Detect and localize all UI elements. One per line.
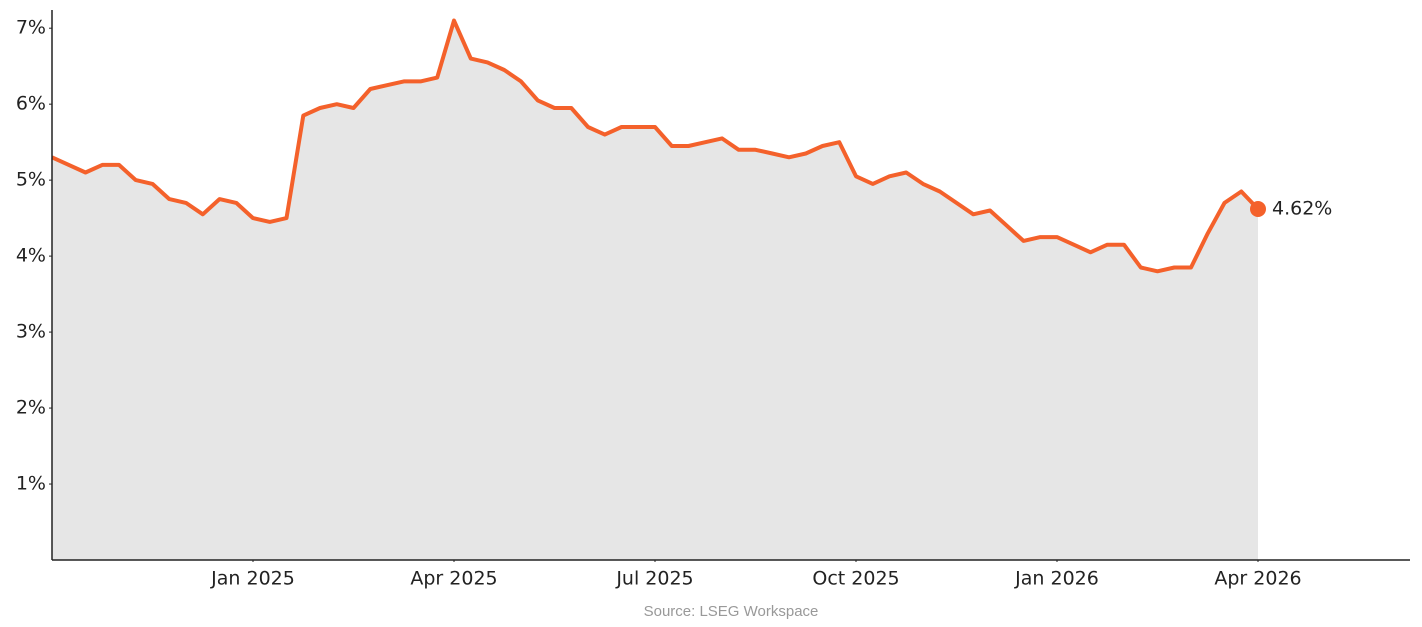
x-tick-label: Oct 2025 — [812, 568, 899, 590]
y-tick-label: 1% — [16, 473, 46, 495]
x-tick-label: Apr 2026 — [1214, 568, 1301, 590]
y-tick-label: 4% — [16, 245, 46, 267]
y-tick-label: 5% — [16, 169, 46, 191]
y-tick-label: 7% — [16, 17, 46, 39]
x-tick-label: Jul 2025 — [615, 568, 693, 590]
y-tick-label: 2% — [16, 397, 46, 419]
y-tick-label: 3% — [16, 321, 46, 343]
x-tick-label: Jan 2025 — [210, 568, 295, 590]
line — [51, 18, 1260, 274]
y-tick-label: 6% — [16, 93, 46, 115]
end-label: 4.62% — [1272, 198, 1332, 220]
area — [52, 20, 1258, 561]
source: Source: LSEG Workspace — [644, 603, 819, 620]
x-tick-label: Jan 2026 — [1014, 568, 1099, 590]
x-tick-label: Apr 2025 — [410, 568, 497, 590]
end-dot — [1250, 201, 1266, 218]
